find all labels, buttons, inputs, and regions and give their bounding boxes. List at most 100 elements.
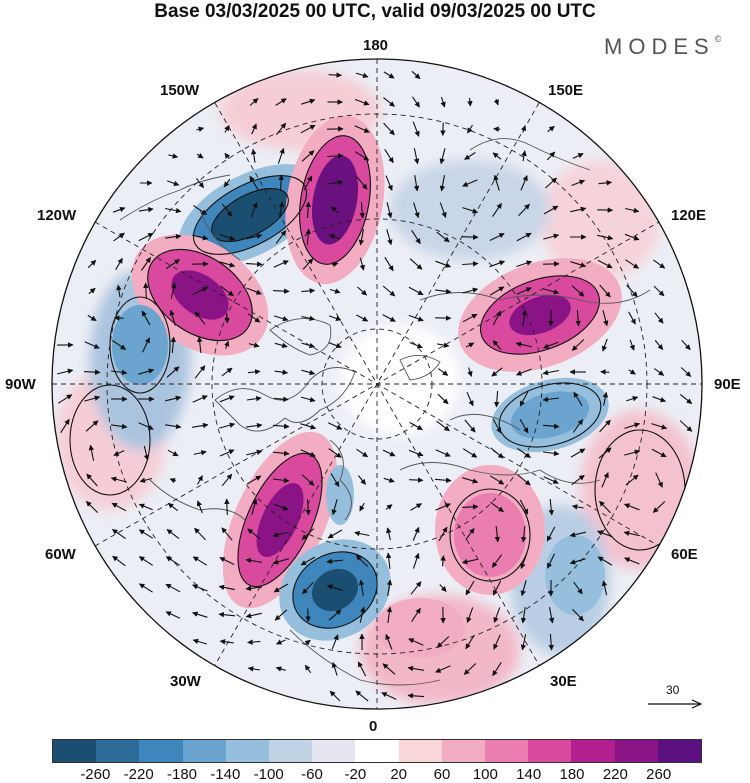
wind-arrow — [626, 396, 639, 402]
colorbar-tick-label: 180 — [559, 766, 585, 783]
wind-arrow — [435, 288, 452, 295]
wind-arrow — [412, 96, 420, 108]
wind-arrow — [435, 449, 451, 457]
wind-arrow — [115, 257, 123, 270]
wind-arrow — [113, 232, 125, 242]
wind-arrow — [165, 233, 182, 240]
wind-arrow — [653, 285, 665, 297]
wind-arrow — [413, 175, 420, 192]
wind-arrow — [572, 419, 584, 433]
wind-arrow — [357, 661, 367, 677]
wind-arrow — [628, 311, 636, 325]
wind-arrow — [140, 257, 152, 271]
wind-arrow — [219, 639, 234, 645]
wind-arrow — [224, 498, 230, 516]
wind-arrow — [218, 584, 235, 591]
wind-arrow — [624, 557, 640, 565]
colorbar-tick-label: -60 — [301, 766, 323, 783]
wind-arrow — [465, 580, 475, 596]
wind-arrow — [492, 202, 502, 217]
wind-arrow — [192, 556, 208, 566]
wind-arrow — [247, 313, 261, 323]
wind-arrow — [410, 581, 422, 595]
wind-arrow — [489, 475, 505, 485]
high-center — [311, 155, 359, 245]
colorbar — [52, 739, 702, 763]
wind-arrow — [141, 310, 151, 326]
wind-arrow — [651, 448, 667, 458]
wind-arrow — [111, 423, 128, 430]
wind-arrow — [493, 98, 499, 106]
wind-arrow — [547, 125, 555, 133]
lon-label-60e: 60E — [671, 546, 698, 563]
wind-arrow — [490, 501, 504, 513]
wind-arrow — [492, 662, 502, 677]
wind-arrow — [300, 556, 316, 566]
wind-arrow — [437, 393, 449, 405]
wind-arrow — [494, 390, 500, 408]
wind-arrow — [654, 340, 664, 351]
wind-arrow — [57, 368, 74, 375]
colorbar-tick-label: -220 — [123, 766, 154, 783]
wind-arrow — [219, 395, 235, 403]
wind-arrow — [520, 607, 527, 624]
wind-arrow — [601, 580, 608, 596]
wind-arrow — [571, 339, 585, 351]
wind-arrow — [462, 287, 479, 294]
wind-arrow — [386, 579, 393, 596]
wind-arrow — [328, 342, 342, 349]
high-center — [509, 294, 571, 336]
wind-arrow — [247, 369, 261, 375]
wind-arrow — [272, 531, 289, 538]
wind-arrow — [467, 97, 473, 107]
wind-arrow — [408, 286, 424, 296]
wind-arrow — [305, 228, 312, 246]
low-center — [311, 568, 359, 612]
wind-arrow — [493, 607, 501, 624]
wind-arrow — [84, 341, 100, 349]
wind-arrow — [413, 202, 420, 219]
colorbar-swatch — [441, 740, 486, 762]
wind-arrow — [409, 258, 423, 270]
wind-arrow — [355, 72, 369, 79]
wind-arrow — [246, 422, 263, 429]
wind-arrow — [138, 503, 153, 511]
wind-arrow — [437, 342, 450, 348]
wind-arrow — [382, 314, 396, 322]
wind-arrow — [599, 500, 611, 514]
wind-arrow — [461, 504, 479, 510]
wind-arrow — [219, 233, 236, 241]
wind-arrow — [492, 580, 502, 596]
wind-arrow — [466, 391, 474, 407]
wind-arrow — [113, 450, 125, 456]
wind-arrow — [192, 287, 208, 295]
wind-arrow — [411, 607, 421, 623]
wind-arrow — [273, 315, 289, 322]
wind-arrow — [515, 341, 532, 348]
wind-arrow — [570, 206, 587, 213]
wind-arrow — [462, 313, 478, 323]
wind-arrow — [272, 558, 289, 565]
wind-arrow — [300, 396, 316, 403]
wind-arrow — [679, 420, 693, 432]
wind-arrow — [245, 557, 262, 564]
wind-arrow — [301, 98, 316, 105]
high-center — [375, 598, 465, 658]
wind-arrow — [494, 526, 501, 543]
wind-arrow — [194, 365, 206, 379]
wind-arrow — [652, 396, 667, 403]
wind-arrow — [301, 474, 315, 486]
wind-arrow — [435, 665, 451, 673]
wind-arrow — [273, 396, 289, 402]
wind-arrow — [272, 423, 290, 430]
wind-arrow — [463, 663, 477, 675]
wind-arrow — [492, 340, 502, 350]
lon-label-150w: 150W — [160, 82, 200, 99]
wind-arrow — [354, 151, 370, 161]
wind-arrow — [192, 638, 207, 645]
wind-arrow — [490, 447, 504, 459]
wind-arrow — [328, 315, 342, 322]
wind-arrow — [302, 258, 314, 270]
colorbar-swatch — [53, 740, 97, 762]
wind-arrow — [329, 690, 341, 702]
